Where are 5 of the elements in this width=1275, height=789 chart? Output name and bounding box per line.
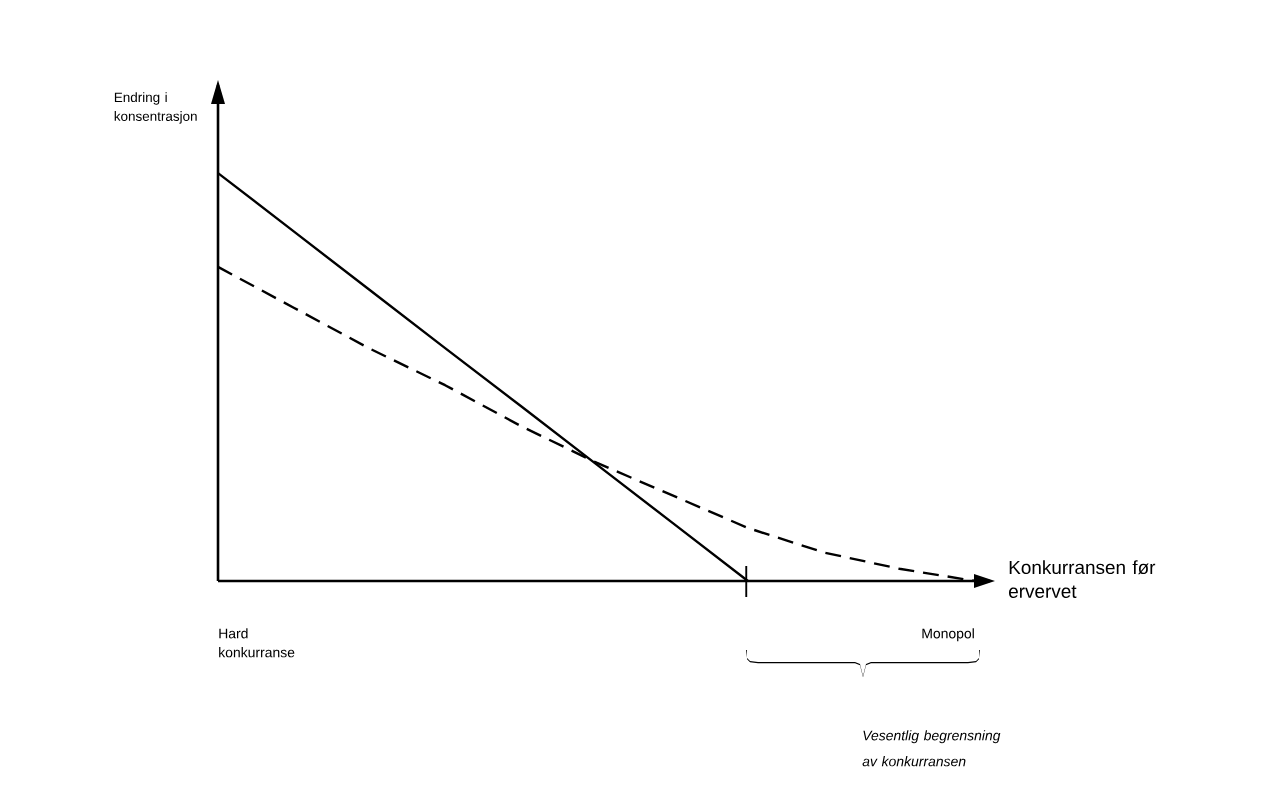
x-axis-title: Konkurransen før ervervet [1009, 560, 1156, 598]
y-axis-title: Endring i konsentrasjon [114, 92, 197, 124]
text: Hard konkurranse [219, 628, 295, 658]
text: Vesentlig begrensning av konkurransen [862, 730, 1001, 767]
text: Monopol [922, 628, 974, 642]
